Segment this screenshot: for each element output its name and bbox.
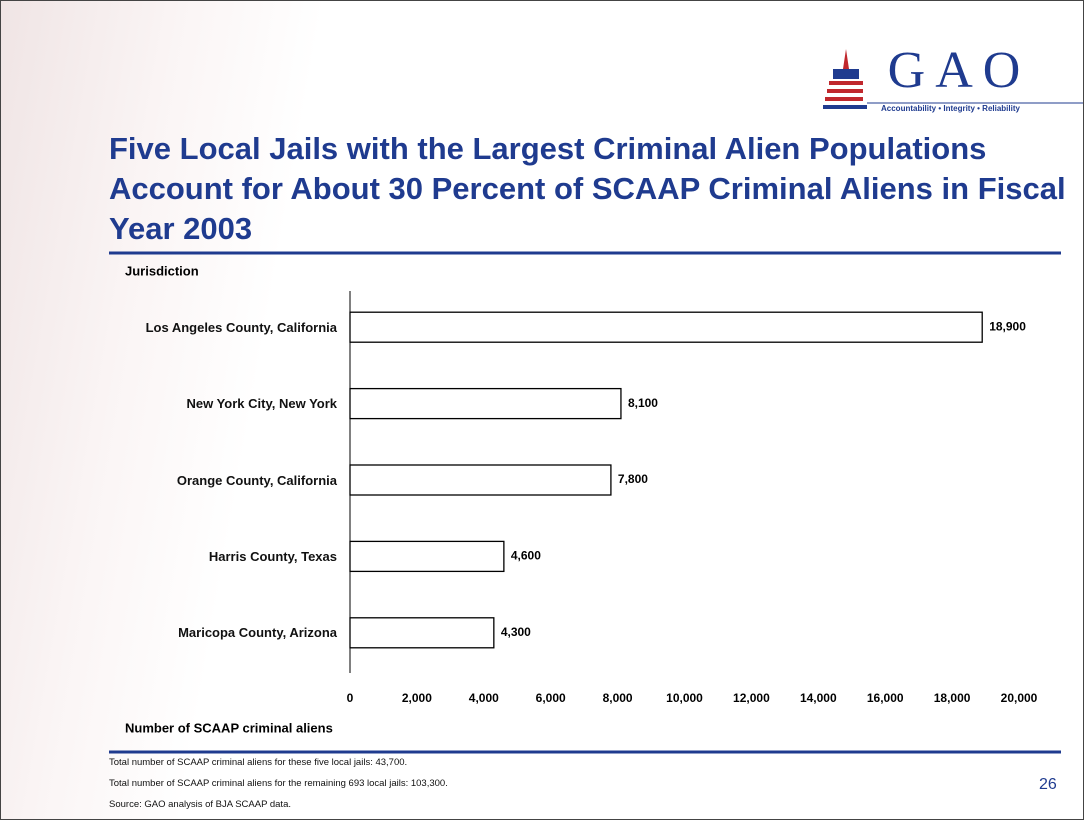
category-label: New York City, New York <box>186 396 337 412</box>
value-label: 4,600 <box>511 549 541 563</box>
logo-stripe <box>829 81 863 85</box>
logo-stripe <box>825 97 863 101</box>
value-label: 8,100 <box>628 396 658 410</box>
logo-stripe <box>827 89 863 93</box>
footnote: Total number of SCAAP criminal aliens fo… <box>109 778 448 789</box>
bar <box>349 464 612 496</box>
x-tick-label: 0 <box>347 691 354 705</box>
logo-name: GAO <box>888 42 1031 99</box>
x-tick-label: 12,000 <box>733 691 770 705</box>
x-tick-label: 20,000 <box>1001 691 1038 705</box>
bar <box>349 387 622 420</box>
logo-base <box>823 105 867 109</box>
page-number: 26 <box>1039 776 1057 793</box>
chart-title: Five Local Jails with the Largest Crimin… <box>109 131 1066 246</box>
category-label: Maricopa County, Arizona <box>178 625 337 641</box>
logo: GAO Accountability • Integrity • Reliabi… <box>823 42 1083 113</box>
x-tick-label: 14,000 <box>800 691 837 705</box>
value-label: 7,800 <box>618 472 648 486</box>
x-tick-label: 6,000 <box>536 691 566 705</box>
value-label: 4,300 <box>501 625 531 639</box>
y-axis-title: Jurisdiction <box>125 263 199 278</box>
logo-star-field <box>833 69 859 79</box>
x-tick-label: 2,000 <box>402 691 432 705</box>
bar <box>349 617 495 649</box>
footnote: Source: GAO analysis of BJA SCAAP data. <box>109 799 291 810</box>
x-tick-label: 4,000 <box>469 691 499 705</box>
bar <box>349 311 983 343</box>
logo-dome <box>843 49 849 69</box>
category-label: Orange County, California <box>176 472 337 488</box>
x-tick-label: 10,000 <box>666 691 703 705</box>
x-tick-label: 16,000 <box>867 691 904 705</box>
x-axis-title: Number of SCAAP criminal aliens <box>125 720 333 735</box>
x-tick-label: 18,000 <box>934 691 971 705</box>
bar <box>349 540 505 573</box>
category-label: Harris County, Texas <box>208 548 337 564</box>
category-label: Los Angeles County, California <box>145 319 337 335</box>
footnote: Total number of SCAAP criminal aliens fo… <box>109 757 408 768</box>
x-tick-label: 8,000 <box>603 691 633 705</box>
value-label: 18,900 <box>989 319 1026 333</box>
logo-tagline: Accountability • Integrity • Reliability <box>881 104 1021 113</box>
